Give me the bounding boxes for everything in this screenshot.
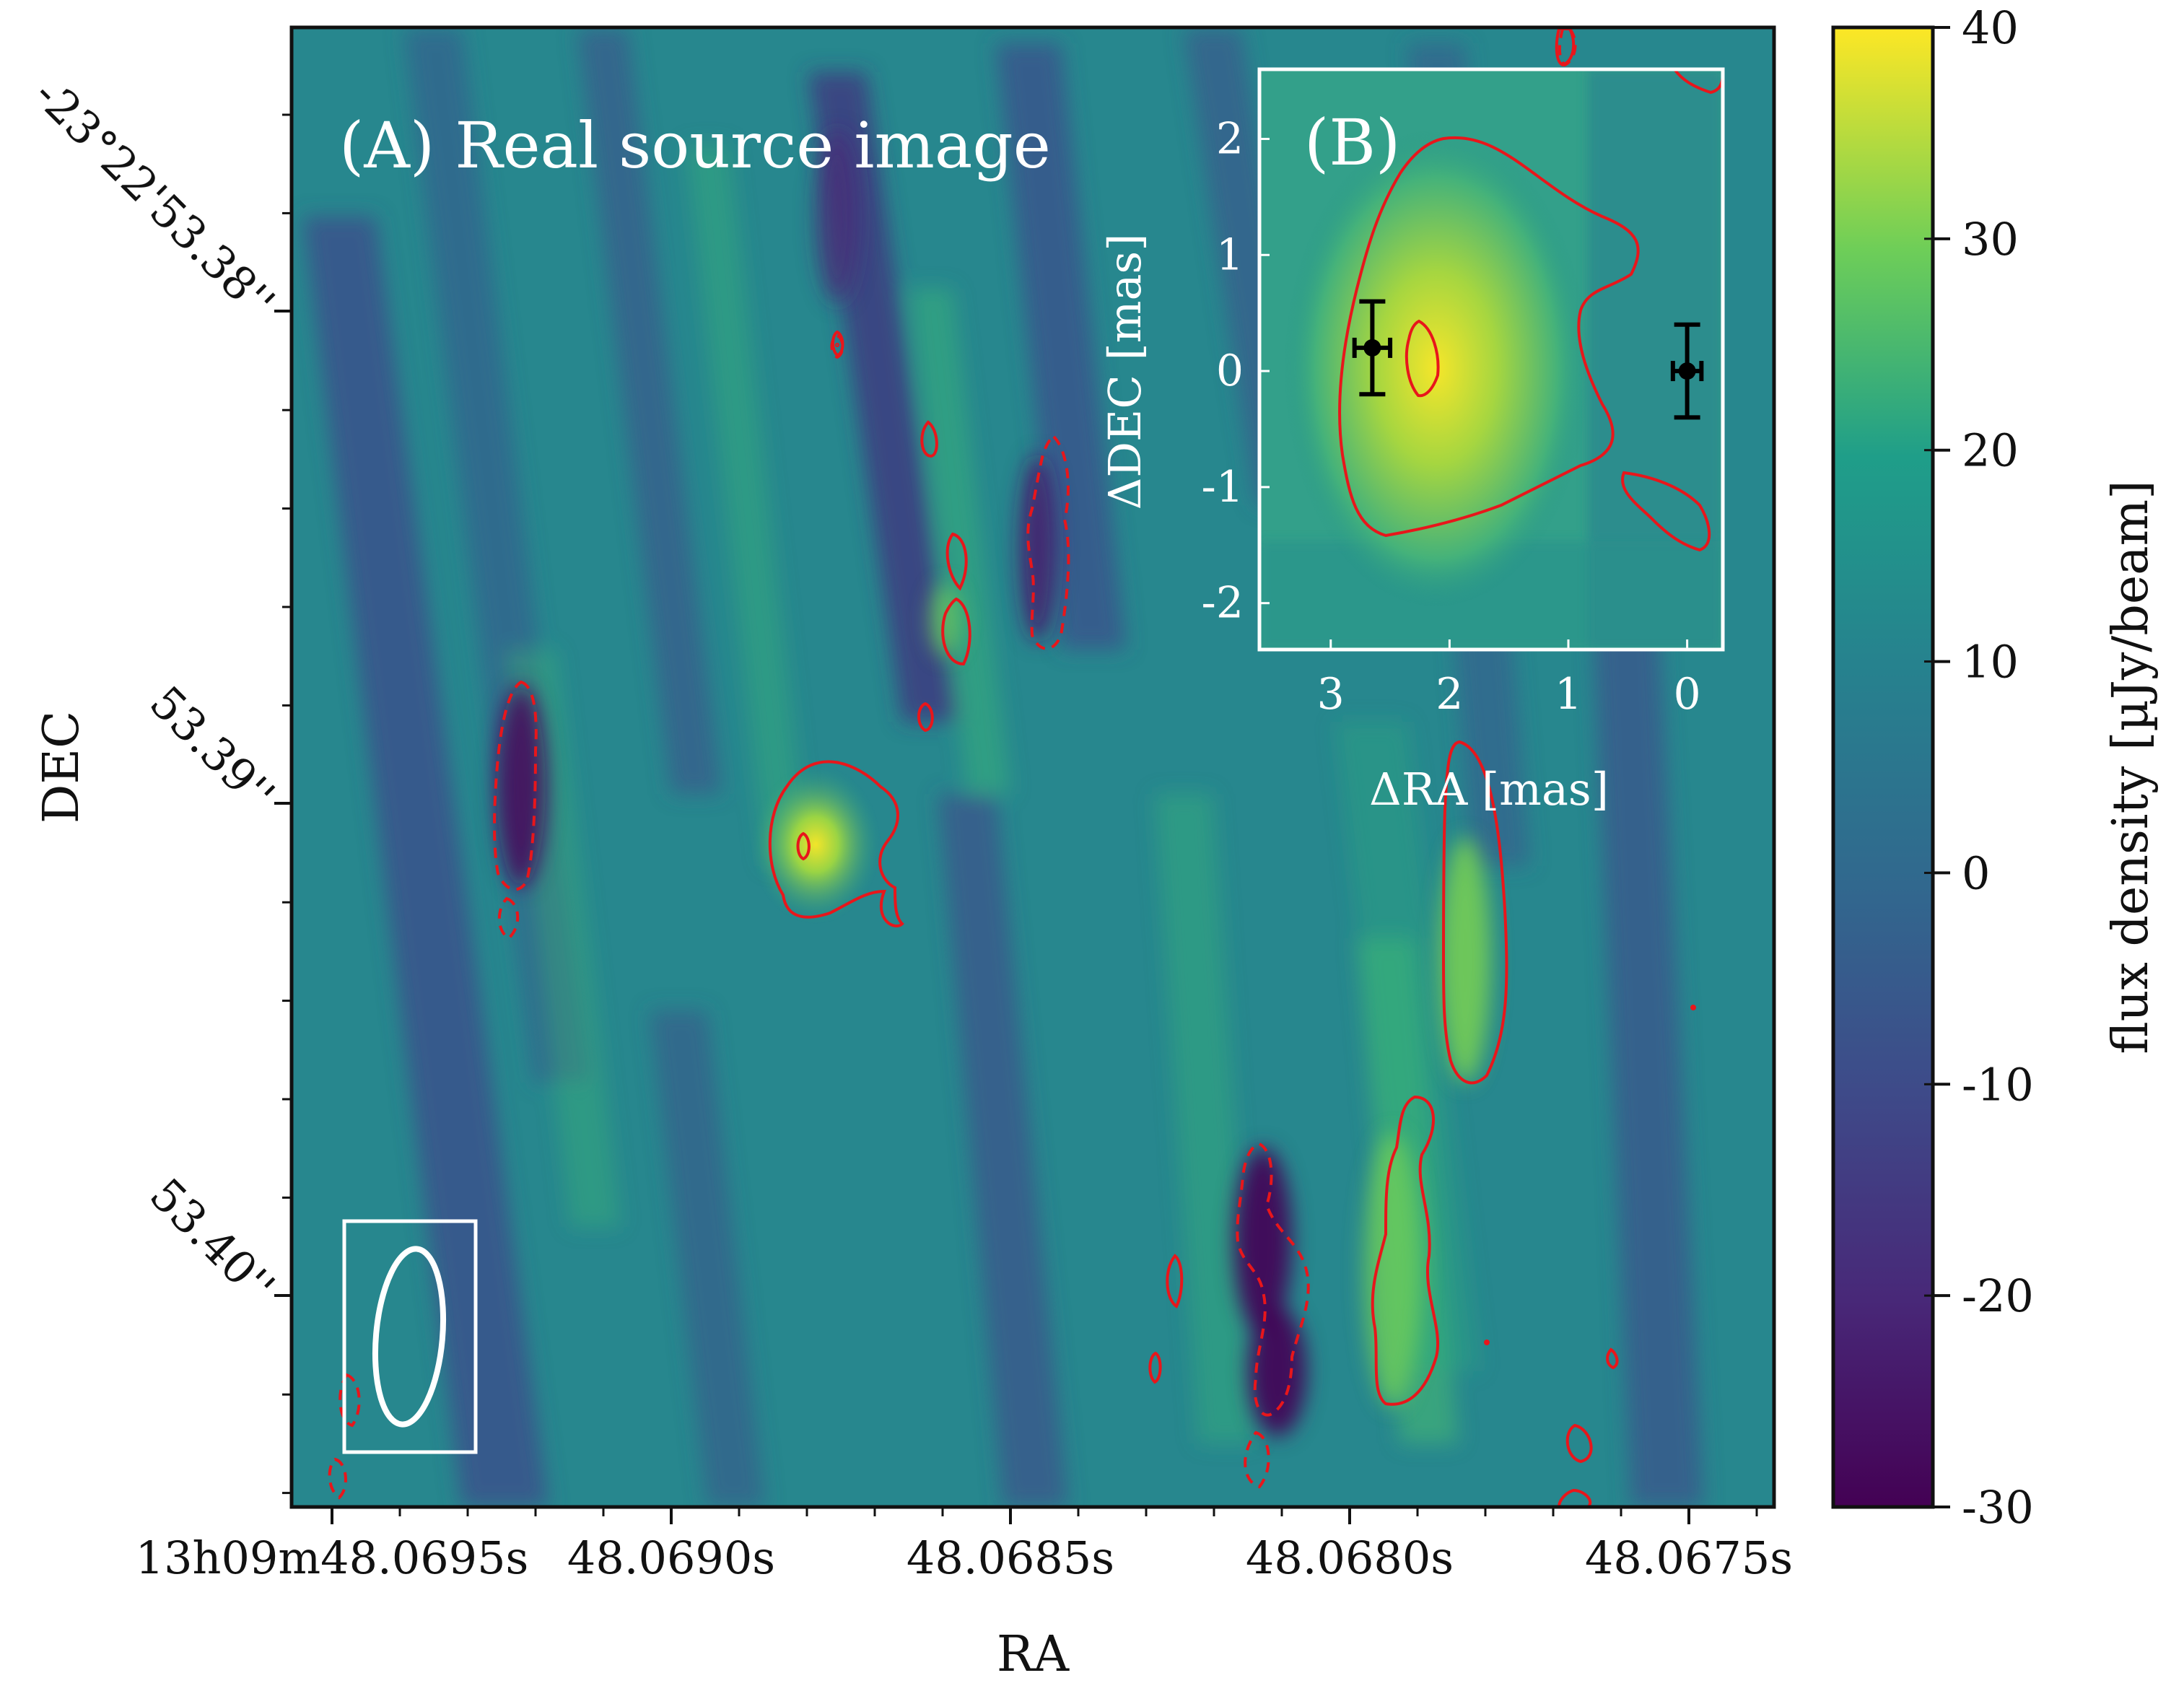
panel-a-frame	[289, 25, 1776, 1509]
panel-a-ylabel: DEC	[33, 711, 90, 823]
contour-positive	[1557, 1488, 1592, 1507]
b-y-tick-label: -1	[1202, 462, 1244, 512]
contour-positive	[920, 420, 938, 458]
contour-negative	[493, 680, 538, 891]
beam-box	[342, 1219, 478, 1454]
panel-b-image	[1259, 69, 1723, 650]
panel-b-frame	[1257, 67, 1725, 652]
contour-positive	[1565, 1423, 1593, 1464]
contour-negative	[830, 333, 844, 359]
contour-negative	[1236, 1142, 1310, 1417]
panel-b-xlabel: ΔRA [mas]	[1369, 763, 1609, 816]
b-x-tick-label: 2	[1436, 669, 1463, 720]
colorbar-tick-label: 0	[1962, 847, 1990, 899]
contour-positive	[1148, 1351, 1162, 1384]
contour-negative	[1558, 27, 1577, 67]
colorbar-tick-label: 10	[1962, 636, 2019, 689]
contour-positive	[796, 831, 811, 861]
panel-b-points	[1352, 299, 1704, 420]
y-tick-label: -23°22'53.38''	[24, 68, 285, 329]
panel-b-ylabel: ΔDEC [mas]	[1098, 234, 1151, 510]
contour-positive	[1555, 27, 1576, 67]
contour-positive	[1405, 319, 1440, 398]
b-point-marker	[1678, 362, 1696, 380]
contour-positive	[768, 760, 904, 927]
panel-a-x-ticks: 13h09m48.0695s 48.0690s 48.0685s 48.0680s 48…	[136, 1507, 1793, 1584]
source-a	[751, 765, 881, 924]
contour-positive	[1442, 740, 1508, 1085]
x-tick-label: 48.0680s	[1246, 1531, 1454, 1584]
b-x-tick-label: 1	[1555, 669, 1582, 720]
x-tick-label: 48.0690s	[567, 1531, 775, 1584]
contour-positive	[1621, 471, 1711, 552]
b-y-tick-label: -2	[1202, 578, 1244, 629]
contour-negative	[338, 1373, 361, 1428]
b-y-tick-label: 2	[1216, 113, 1244, 164]
colorbar-ticks: 40 30 20 10 0 -10 -20 -30	[1924, 1, 2034, 1534]
colorbar-tick-label: -30	[1962, 1481, 2034, 1534]
y-tick-label: 53.40''	[140, 1168, 285, 1314]
contours-a	[328, 27, 1696, 1507]
b-point-marker	[1363, 338, 1381, 357]
contour-positive	[941, 597, 971, 666]
x-tick-label: 48.0685s	[907, 1531, 1114, 1584]
panel-a-title: (A) Real source image	[339, 108, 1051, 183]
colorbar-tick-label: -10	[1962, 1058, 2034, 1111]
x-tick-label: 48.0675s	[1585, 1531, 1793, 1584]
colorbar-tick-label: -20	[1962, 1270, 2034, 1322]
b-data-point	[1670, 322, 1704, 420]
contour-positive	[917, 702, 934, 733]
colorbar-frame	[1831, 25, 1935, 1509]
colorbar-gradient	[1833, 27, 1933, 1507]
y-tick-label: 53.39''	[140, 676, 285, 821]
contour-positive	[1606, 1347, 1619, 1370]
contour-positive	[1338, 136, 1640, 538]
contours-b	[1338, 69, 1723, 552]
contour-positive	[1690, 1005, 1696, 1010]
b-x-tick-label: 0	[1674, 669, 1701, 720]
colorbar-tick-label: 20	[1962, 424, 2019, 477]
b-y-tick-label: 0	[1216, 346, 1244, 396]
contour-positive	[1484, 1340, 1490, 1345]
contour-positive	[945, 532, 968, 591]
contour-positive	[1166, 1254, 1184, 1308]
b-data-point	[1352, 299, 1393, 397]
intensity-blobs	[497, 130, 1491, 1436]
contour-positive	[1371, 1095, 1440, 1406]
panel-b-ticks: 3 2 1 0 2 1 0 -1 -2	[1202, 113, 1701, 720]
contour-negative	[1244, 1430, 1270, 1489]
colorbar-label: flux density [µJy/beam]	[2102, 480, 2159, 1054]
panel-b-title: (B)	[1304, 105, 1400, 180]
x-tick-label: 13h09m48.0695s	[136, 1531, 529, 1584]
contour-negative	[835, 343, 839, 347]
b-x-tick-label: 3	[1317, 669, 1345, 720]
colorbar-tick-label: 30	[1962, 213, 2019, 266]
colorbar-tick-label: 40	[1962, 1, 2019, 54]
contour-negative	[497, 896, 520, 940]
b-y-tick-label: 1	[1216, 230, 1244, 280]
panel-a-xlabel: RA	[997, 1626, 1070, 1683]
contour-negative	[328, 1457, 347, 1500]
beam-ellipse	[372, 1246, 447, 1428]
